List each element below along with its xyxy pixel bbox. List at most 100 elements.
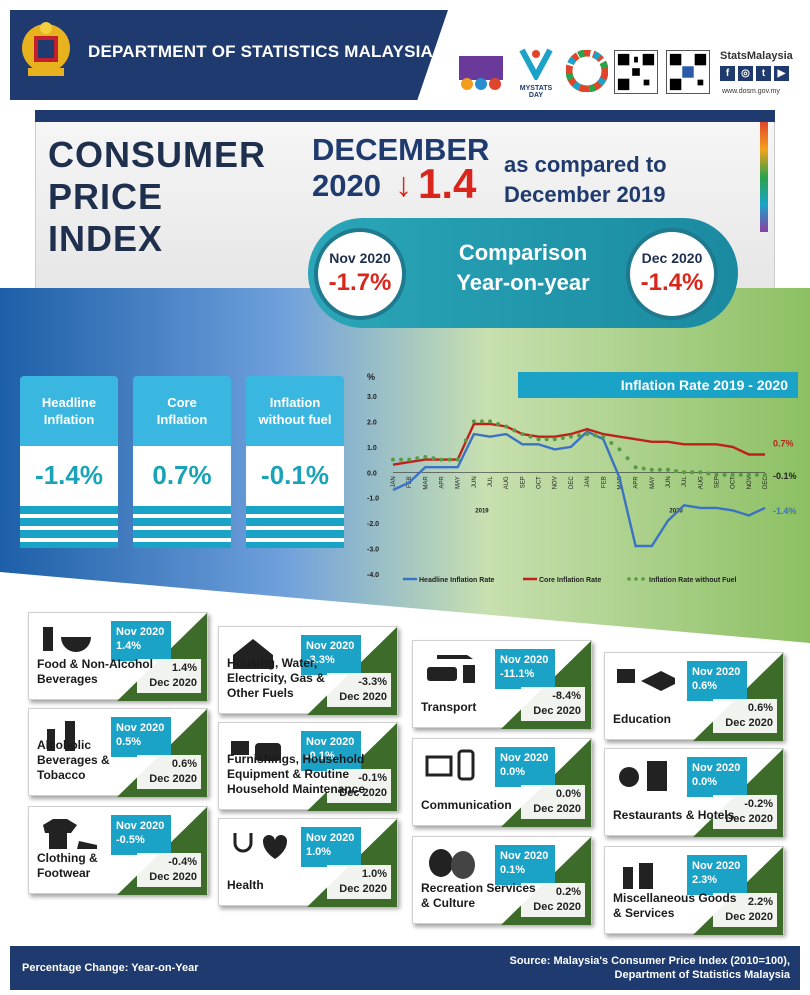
tile-dec-box: -8.4% Dec 2020 (521, 687, 585, 721)
tile-nov-label: Nov 2020 (306, 640, 355, 652)
compare-text: as compared to December 2019 (504, 150, 667, 210)
card-stripes (246, 506, 344, 548)
x-tick-label: MAY (650, 476, 656, 489)
inflation-without-fuel-point (738, 472, 743, 477)
tile-name-line: Tobacco (37, 768, 86, 782)
tile-nov-value: 1.0% (306, 846, 332, 858)
tile-dec-value: 1.0% (361, 868, 387, 880)
tile-name-line: & Services (613, 906, 675, 920)
x-tick-label: JUL (682, 476, 688, 487)
inflation-without-fuel-point (754, 472, 759, 477)
inflation-without-fuel-point (698, 470, 703, 475)
y-tick-label: -4.0 (367, 572, 379, 579)
inflation-without-fuel-point (577, 433, 581, 438)
tile-dec-box: -0.4% Dec 2020 (137, 853, 201, 887)
tile-name-line: Furnishings, Household (227, 752, 365, 766)
category-tile: Nov 2020 1.4% 1.4% Dec 2020 Food & Non-Alcoh… (28, 612, 208, 701)
tile-dec-label: Dec 2020 (149, 871, 197, 883)
inflation-without-fuel-point (423, 455, 428, 460)
tile-nov-label: Nov 2020 (500, 654, 549, 666)
series-end-label: 0.7% (773, 438, 794, 448)
tile-dec-box: 0.2% Dec 2020 (521, 883, 585, 917)
nov-comparison-circle: Nov 2020 -1.7% (314, 228, 406, 320)
facebook-icon[interactable]: f (720, 66, 735, 81)
website-url[interactable]: www.dosm.gov.my (722, 88, 780, 95)
inflation-without-fuel-point (568, 434, 573, 439)
category-tile: Nov 2020 1.0% 1.0% Dec 2020 Health (218, 818, 398, 907)
tile-dec-label: Dec 2020 (149, 773, 197, 785)
tile-nov-label: Nov 2020 (306, 832, 355, 844)
inflation-without-fuel-point (512, 428, 517, 433)
tile-dec-value: -0.2% (744, 798, 773, 810)
dec-comparison-circle: Dec 2020 -1.4% (626, 228, 718, 320)
inflation-without-fuel-card: Inflation without fuel -0.1% (246, 376, 344, 548)
x-tick-label: FEB (601, 476, 607, 488)
tile-nov-box: Nov 2020 -11.1% (495, 649, 555, 689)
tile-nov-label: Nov 2020 (692, 860, 741, 872)
inflation-without-fuel-point (641, 466, 646, 471)
instagram-icon[interactable]: ◎ (738, 66, 753, 81)
furniture-icon (231, 741, 281, 761)
tile-dec-box: -3.3% Dec 2020 (327, 673, 391, 707)
tile-nov-value: 0.1% (500, 864, 526, 876)
tile-category-name: Housing, Water, Electricity, Gas & Other F… (227, 656, 325, 701)
cpi-title: CONSUMER PRICE INDEX (48, 134, 266, 260)
year-title: 2020 (312, 168, 381, 203)
tile-dec-value: -0.4% (168, 856, 197, 868)
nov-value: -1.7% (328, 269, 392, 296)
tile-dec-box: 2.2% Dec 2020 (713, 893, 777, 927)
y-tick-label: 1.0 (367, 445, 377, 452)
footer-bar: Percentage Change: Year-on-Year Source: … (10, 946, 800, 990)
tile-category-name: Alcoholic Beverages & Tobacco (37, 738, 110, 783)
tile-name-line: Education (613, 712, 672, 726)
tile-dec-label: Dec 2020 (339, 883, 387, 895)
inflation-without-fuel-point (447, 457, 452, 462)
youtube-icon[interactable]: ▶ (774, 66, 789, 81)
inflation-without-fuel-point (617, 447, 622, 452)
x-tick-label: JAN (391, 476, 397, 487)
tile-category-name: Health (227, 878, 264, 893)
x-tick-label: AUG (504, 476, 510, 489)
x-tick-label: DEC (569, 476, 575, 489)
qr-code-2[interactable] (666, 50, 710, 94)
category-tile: Nov 2020 -3.3% -3.3% Dec 2020 Housing, Water… (218, 626, 398, 715)
tile-dec-box: 1.4% Dec 2020 (137, 659, 201, 693)
inflation-without-fuel-point (706, 471, 711, 476)
twitter-icon[interactable]: t (756, 66, 771, 81)
tile-nov-label: Nov 2020 (692, 666, 741, 678)
tile-dec-value: 2.2% (747, 896, 773, 908)
tile-dec-label: Dec 2020 (725, 813, 773, 825)
tile-dec-value: 0.6% (171, 758, 197, 770)
tile-name-line: Beverages & (37, 753, 110, 767)
inflation-without-fuel-point (520, 432, 525, 437)
inflation-without-fuel-point (552, 437, 557, 442)
transport-icon (427, 655, 475, 683)
mystats-day-label: MYSTATS DAY (519, 85, 553, 99)
inflation-without-fuel-point (649, 467, 654, 472)
inflation-without-fuel-point (593, 433, 598, 438)
tile-category-name: Miscellaneous Goods & Services (613, 891, 736, 921)
inflation-without-fuel-point (609, 441, 614, 446)
tile-dec-value: 0.6% (747, 702, 773, 714)
legend-fuel-swatch (627, 577, 631, 581)
tile-category-name: Furnishings, Household Equipment & Routin… (227, 752, 365, 797)
department-title: DEPARTMENT OF STATISTICS MALAYSIA (88, 42, 434, 61)
tile-nov-box: Nov 2020 0.6% (687, 661, 747, 701)
x-tick-label: AUG (698, 476, 704, 489)
tile-nov-value: 0.0% (692, 776, 718, 788)
recreation-icon (429, 849, 475, 879)
category-tile: Nov 2020 0.1% 0.2% Dec 2020 Recreation Servi… (412, 836, 592, 925)
rainbow-stripe (760, 122, 768, 232)
tile-name-line: Recreation Services (421, 881, 536, 895)
tile-dec-box: 1.0% Dec 2020 (327, 865, 391, 899)
tile-category-name: Communication (421, 798, 512, 813)
tile-dec-value: 0.2% (555, 886, 581, 898)
tile-category-name: Recreation Services & Culture (421, 881, 536, 911)
qr-code-1[interactable] (614, 50, 658, 94)
tile-nov-value: 0.5% (116, 736, 142, 748)
tile-nov-value: -0.1% (306, 750, 335, 762)
core-inflation-card: Core Inflation 0.7% (133, 376, 231, 548)
tile-name-line: Miscellaneous Goods (613, 891, 737, 905)
tile-nov-label: Nov 2020 (306, 736, 355, 748)
x-tick-label: JUN (666, 476, 672, 488)
